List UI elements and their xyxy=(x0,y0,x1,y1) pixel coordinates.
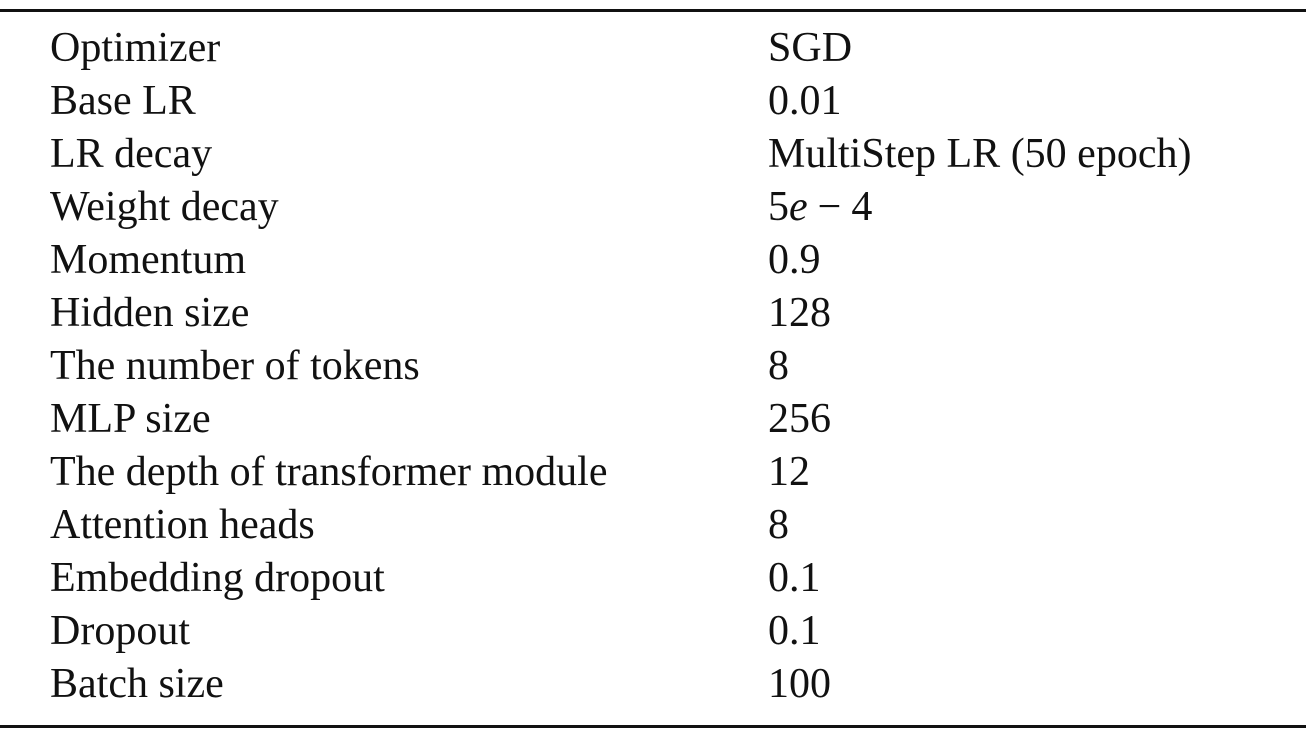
table-row: Hidden size 128 xyxy=(50,287,1300,340)
row-value-batch-size: 100 xyxy=(768,661,831,707)
row-value-base-lr: 0.01 xyxy=(768,78,842,124)
hyperparameter-table: Optimizer SGD Base LR 0.01 LR decay Mult… xyxy=(50,22,1300,711)
table-row: Batch size 100 xyxy=(50,658,1300,711)
table-row: Dropout 0.1 xyxy=(50,605,1300,658)
row-label-dropout: Dropout xyxy=(50,608,190,654)
row-label-mlp-size: MLP size xyxy=(50,396,211,442)
table-row: MLP size 256 xyxy=(50,393,1300,446)
row-label-embedding-dropout: Embedding dropout xyxy=(50,555,385,601)
table-row: The number of tokens 8 xyxy=(50,340,1300,393)
row-value-hidden-size: 128 xyxy=(768,290,831,336)
row-label-optimizer: Optimizer xyxy=(50,25,221,71)
row-label-transformer-depth: The depth of transformer module xyxy=(50,449,608,495)
table-row: The depth of transformer module 12 xyxy=(50,446,1300,499)
row-label-base-lr: Base LR xyxy=(50,78,196,124)
row-value-mlp-size: 256 xyxy=(768,396,831,442)
row-value-optimizer: SGD xyxy=(768,25,853,71)
math-exponent: 4 xyxy=(851,184,873,230)
table-row: LR decay MultiStep LR (50 epoch) xyxy=(50,128,1300,181)
row-value-attention-heads: 8 xyxy=(768,502,789,548)
row-label-momentum: Momentum xyxy=(50,237,246,283)
row-label-attention-heads: Attention heads xyxy=(50,502,315,548)
table-row: Base LR 0.01 xyxy=(50,75,1300,128)
table-row: Momentum 0.9 xyxy=(50,234,1300,287)
table-bottom-rule xyxy=(0,725,1306,728)
row-label-weight-decay: Weight decay xyxy=(50,184,279,230)
table-row: Embedding dropout 0.1 xyxy=(50,552,1300,605)
row-label-hidden-size: Hidden size xyxy=(50,290,250,336)
table-row: Optimizer SGD xyxy=(50,22,1300,75)
table-row: Attention heads 8 xyxy=(50,499,1300,552)
row-label-lr-decay: LR decay xyxy=(50,131,213,177)
math-operator: − xyxy=(817,184,842,230)
math-symbol: e xyxy=(789,184,808,230)
table-row: Weight decay 5e −4 xyxy=(50,181,1300,234)
row-value-dropout: 0.1 xyxy=(768,608,821,654)
row-label-number-of-tokens: The number of tokens xyxy=(50,343,420,389)
row-value-momentum: 0.9 xyxy=(768,237,821,283)
row-value-number-of-tokens: 8 xyxy=(768,343,789,389)
row-value-lr-decay: MultiStep LR (50 epoch) xyxy=(768,131,1192,177)
row-value-weight-decay: 5e −4 xyxy=(768,181,872,234)
math-mantissa: 5 xyxy=(768,184,789,230)
row-value-embedding-dropout: 0.1 xyxy=(768,555,821,601)
table-top-rule xyxy=(0,9,1306,12)
row-value-transformer-depth: 12 xyxy=(768,449,810,495)
row-label-batch-size: Batch size xyxy=(50,661,224,707)
